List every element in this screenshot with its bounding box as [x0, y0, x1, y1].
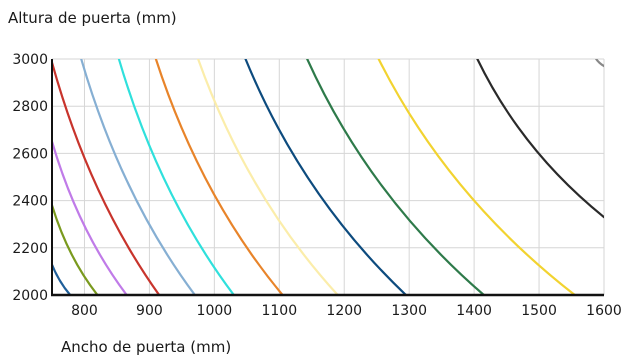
y-tick-label: 2000: [12, 288, 48, 304]
y-tick-label: 3000: [12, 52, 48, 68]
series-line-1: [52, 261, 72, 295]
x-tick-label: 1100: [261, 303, 297, 319]
series-line-11: [377, 59, 576, 295]
series-line-7: [154, 59, 284, 295]
x-tick-label: 800: [71, 303, 98, 319]
x-tick-label: 900: [136, 303, 163, 319]
series-line-2: [52, 204, 99, 295]
y-tick-label: 2200: [12, 241, 48, 257]
x-axis-title: Ancho de puerta (mm): [61, 338, 232, 356]
series-line-3: [52, 140, 128, 295]
x-tick-label: 1200: [326, 303, 362, 319]
x-tick-label: 1400: [456, 303, 492, 319]
series-line-12: [476, 59, 604, 219]
series-line-5: [80, 59, 196, 295]
y-tick-label: 2800: [12, 99, 48, 115]
series-line-8: [197, 59, 339, 295]
series-line-4: [52, 61, 161, 295]
x-tick-label: 1000: [197, 303, 233, 319]
series-line-13: [595, 59, 604, 68]
series-line-10: [306, 59, 485, 295]
y-tick-label: 2400: [12, 194, 48, 210]
y-axis-title: Altura de puerta (mm): [8, 9, 177, 27]
x-tick-label: 1500: [521, 303, 557, 319]
series-line-9: [244, 59, 408, 295]
series-line-6: [117, 59, 235, 295]
x-tick-label: 1300: [391, 303, 427, 319]
y-tick-label: 2600: [12, 146, 48, 162]
x-tick-label: 1600: [586, 303, 622, 319]
